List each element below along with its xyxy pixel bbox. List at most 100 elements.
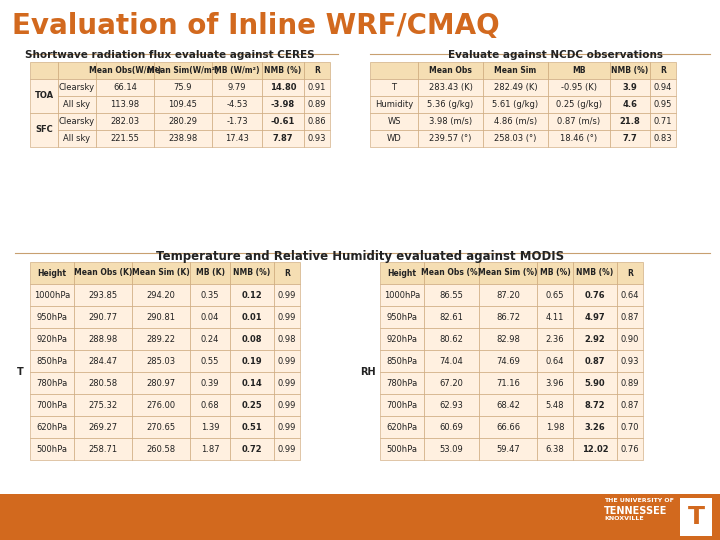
Bar	[304, 113, 330, 130]
Text: 8.72: 8.72	[585, 401, 606, 409]
Text: 4.86 (m/s): 4.86 (m/s)	[494, 117, 537, 126]
Bar	[30, 262, 74, 284]
Text: 59.47: 59.47	[496, 444, 520, 454]
Bar	[274, 328, 300, 350]
Bar	[190, 328, 230, 350]
Text: 0.64: 0.64	[621, 291, 639, 300]
Bar	[424, 438, 479, 460]
Text: 18.46 (°): 18.46 (°)	[560, 134, 598, 143]
Text: 17.43: 17.43	[225, 134, 249, 143]
Bar	[573, 394, 617, 416]
Bar	[132, 328, 190, 350]
Text: 850hPa: 850hPa	[387, 356, 418, 366]
Bar	[30, 284, 74, 306]
Bar	[132, 350, 190, 372]
Bar	[262, 62, 304, 79]
Bar	[190, 372, 230, 394]
Text: 1.39: 1.39	[201, 422, 220, 431]
Text: 258.71: 258.71	[89, 444, 117, 454]
Text: THE UNIVERSITY OF: THE UNIVERSITY OF	[604, 498, 674, 503]
Text: -1.73: -1.73	[226, 117, 248, 126]
Bar	[58, 96, 96, 113]
Bar	[479, 438, 537, 460]
Bar	[30, 438, 74, 460]
Bar	[380, 438, 424, 460]
Bar	[212, 79, 262, 96]
Text: 86.55: 86.55	[440, 291, 464, 300]
Bar	[617, 372, 643, 394]
Text: 0.12: 0.12	[242, 291, 262, 300]
Text: 0.87: 0.87	[585, 356, 606, 366]
Bar	[617, 328, 643, 350]
Text: 950hPa: 950hPa	[37, 313, 68, 321]
Text: 4.97: 4.97	[585, 313, 606, 321]
Text: 0.95: 0.95	[654, 100, 672, 109]
Text: 700hPa: 700hPa	[37, 401, 68, 409]
Text: 80.62: 80.62	[440, 334, 464, 343]
Bar	[304, 79, 330, 96]
Text: 5.90: 5.90	[585, 379, 606, 388]
Bar	[230, 394, 274, 416]
Text: 290.81: 290.81	[146, 313, 176, 321]
Text: 282.03: 282.03	[110, 117, 140, 126]
Bar	[573, 372, 617, 394]
Text: 7.7: 7.7	[623, 134, 637, 143]
Text: 285.03: 285.03	[146, 356, 176, 366]
Text: 60.69: 60.69	[440, 422, 464, 431]
Text: 0.93: 0.93	[621, 356, 639, 366]
Bar	[380, 328, 424, 350]
Bar	[370, 62, 418, 79]
Bar	[418, 130, 483, 147]
Text: 280.97: 280.97	[146, 379, 176, 388]
Bar	[617, 416, 643, 438]
Text: TOA: TOA	[35, 91, 53, 100]
Bar	[680, 498, 712, 536]
Text: 1000hPa: 1000hPa	[34, 291, 70, 300]
Bar	[230, 416, 274, 438]
Bar	[230, 438, 274, 460]
Bar	[380, 394, 424, 416]
Text: 1.87: 1.87	[201, 444, 220, 454]
Bar	[262, 113, 304, 130]
Text: 67.20: 67.20	[440, 379, 464, 388]
Bar	[30, 372, 74, 394]
Bar	[154, 62, 212, 79]
Text: 0.87: 0.87	[621, 401, 639, 409]
Text: MB (%): MB (%)	[539, 268, 570, 278]
Text: 0.71: 0.71	[654, 117, 672, 126]
Text: Mean Obs: Mean Obs	[429, 66, 472, 75]
Text: 5.61 (g/kg): 5.61 (g/kg)	[492, 100, 539, 109]
Bar	[370, 130, 418, 147]
Text: 71.16: 71.16	[496, 379, 520, 388]
Text: T: T	[688, 505, 704, 529]
Text: 270.65: 270.65	[146, 422, 176, 431]
Bar	[212, 96, 262, 113]
Text: 7.87: 7.87	[273, 134, 293, 143]
Text: 82.61: 82.61	[440, 313, 464, 321]
Bar	[573, 350, 617, 372]
Text: 1.98: 1.98	[546, 422, 564, 431]
Bar	[370, 79, 418, 96]
Bar	[617, 394, 643, 416]
Bar	[274, 262, 300, 284]
Bar	[230, 262, 274, 284]
Text: All sky: All sky	[63, 134, 91, 143]
Bar	[479, 394, 537, 416]
Text: 0.51: 0.51	[242, 422, 262, 431]
Text: 109.45: 109.45	[168, 100, 197, 109]
Text: 290.77: 290.77	[89, 313, 117, 321]
Text: 0.99: 0.99	[278, 356, 296, 366]
Text: 620hPa: 620hPa	[37, 422, 68, 431]
Bar	[479, 372, 537, 394]
Text: 12.02: 12.02	[582, 444, 608, 454]
Text: 0.83: 0.83	[654, 134, 672, 143]
Bar	[370, 96, 418, 113]
Text: Evaluate against NCDC observations: Evaluate against NCDC observations	[448, 50, 662, 60]
Bar	[537, 372, 573, 394]
Text: 0.87: 0.87	[621, 313, 639, 321]
Bar	[573, 328, 617, 350]
Bar	[74, 284, 132, 306]
Bar	[483, 130, 548, 147]
Text: 238.98: 238.98	[168, 134, 197, 143]
Bar	[132, 394, 190, 416]
